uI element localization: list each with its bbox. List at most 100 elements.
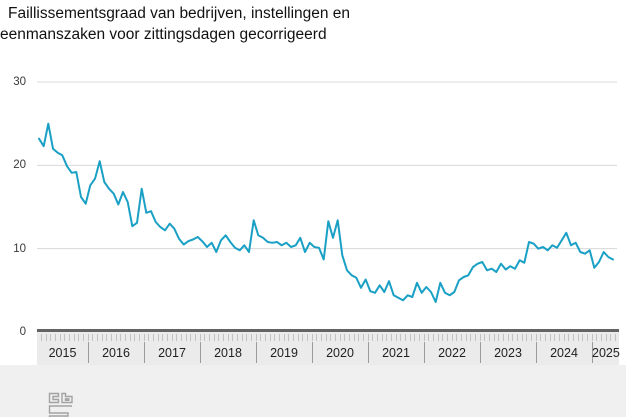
minor-tick	[531, 334, 532, 341]
minor-tick	[227, 334, 229, 341]
minor-tick	[167, 334, 168, 341]
minor-tick	[395, 334, 397, 341]
minor-tick	[601, 334, 602, 341]
year-separator	[256, 342, 257, 363]
minor-tick	[45, 334, 47, 341]
minor-tick	[199, 334, 201, 341]
minor-tick	[288, 334, 290, 341]
minor-tick	[339, 334, 341, 341]
year-separator	[368, 342, 369, 363]
minor-tick	[423, 334, 425, 341]
minor-tick	[489, 334, 490, 341]
minor-tick	[521, 334, 523, 341]
minor-tick	[554, 334, 556, 341]
chart-title: Faillissementsgraad van bedrijven, inste…	[0, 3, 350, 45]
minor-tick	[162, 334, 164, 341]
minor-tick	[241, 334, 243, 341]
minor-tick	[358, 334, 360, 341]
minor-tick	[493, 334, 495, 341]
year-label: 2022	[438, 346, 466, 360]
minor-tick	[59, 334, 61, 341]
bankruptcy-rate-line	[38, 122, 614, 303]
year-label: 2016	[102, 346, 130, 360]
minor-tick	[246, 334, 248, 341]
minor-tick	[251, 334, 252, 341]
minor-tick	[185, 334, 187, 341]
year-separator	[592, 342, 593, 363]
minor-tick	[92, 334, 94, 341]
minor-tick	[195, 334, 196, 341]
footer-band	[0, 365, 626, 417]
minor-tick	[218, 334, 220, 341]
minor-tick	[283, 334, 285, 341]
minor-tick	[535, 334, 537, 341]
year-separator	[480, 342, 481, 363]
minor-tick	[73, 334, 75, 341]
minor-tick	[353, 334, 355, 341]
minor-tick	[591, 334, 593, 341]
plot-area	[37, 81, 617, 303]
minor-tick	[409, 334, 411, 341]
minor-tick	[153, 334, 154, 341]
minor-tick	[64, 334, 66, 341]
year-separator	[536, 342, 537, 363]
minor-tick	[335, 334, 336, 341]
minor-tick	[237, 334, 238, 341]
minor-tick	[451, 334, 453, 341]
minor-tick	[573, 334, 574, 341]
minor-tick	[209, 334, 210, 341]
minor-tick	[330, 334, 332, 341]
minor-tick	[367, 334, 369, 341]
minor-tick	[433, 334, 434, 341]
minor-tick	[255, 334, 257, 341]
minor-tick	[428, 334, 430, 341]
minor-tick	[512, 334, 514, 341]
minor-tick	[181, 334, 182, 341]
year-label: 2018	[214, 346, 242, 360]
minor-tick	[470, 334, 472, 341]
minor-tick	[232, 334, 234, 341]
minor-tick	[204, 334, 206, 341]
minor-tick	[447, 334, 448, 341]
minor-tick	[129, 334, 131, 341]
minor-tick	[269, 334, 271, 341]
cbs-logo-letter-b	[61, 392, 73, 404]
minor-tick	[419, 334, 420, 341]
minor-tick	[349, 334, 350, 341]
minor-tick	[465, 334, 467, 341]
cbs-logo-letter-c	[48, 392, 60, 404]
minor-tick	[545, 334, 546, 341]
chart-title-line2: eenmanszaken voor zittingsdagen gecorrig…	[0, 26, 327, 43]
chart-title-line1: Faillissementsgraad van bedrijven, inste…	[8, 5, 351, 22]
minor-tick	[563, 334, 565, 341]
minor-tick	[372, 334, 374, 341]
time-axis-slider[interactable]: 2015 2016 2017 2018 2019 2020 2021 2022 2023 2024…	[37, 329, 620, 365]
y-tick-label: 20	[13, 159, 26, 172]
minor-tick	[120, 334, 122, 341]
minor-tick	[596, 334, 598, 341]
minor-tick	[274, 334, 276, 341]
minor-tick	[279, 334, 280, 341]
minor-tick	[363, 334, 364, 341]
year-label: 2015	[48, 346, 77, 360]
minor-tick	[605, 334, 607, 341]
minor-tick	[190, 334, 192, 341]
year-separator	[88, 342, 89, 363]
minor-tick	[321, 334, 322, 341]
year-separator	[312, 342, 313, 363]
minor-tick	[302, 334, 304, 341]
minor-tick	[325, 334, 327, 341]
minor-tick	[50, 334, 52, 341]
minor-tick	[265, 334, 266, 341]
minor-tick	[316, 334, 318, 341]
year-label: 2021	[382, 346, 410, 360]
year-label: 2019	[270, 346, 298, 360]
minor-tick	[157, 334, 159, 341]
minor-tick	[97, 334, 98, 341]
minor-tick	[391, 334, 392, 341]
minor-tick	[344, 334, 346, 341]
year-label: 2024	[550, 346, 578, 360]
minor-tick	[386, 334, 388, 341]
minor-tick	[83, 334, 84, 341]
